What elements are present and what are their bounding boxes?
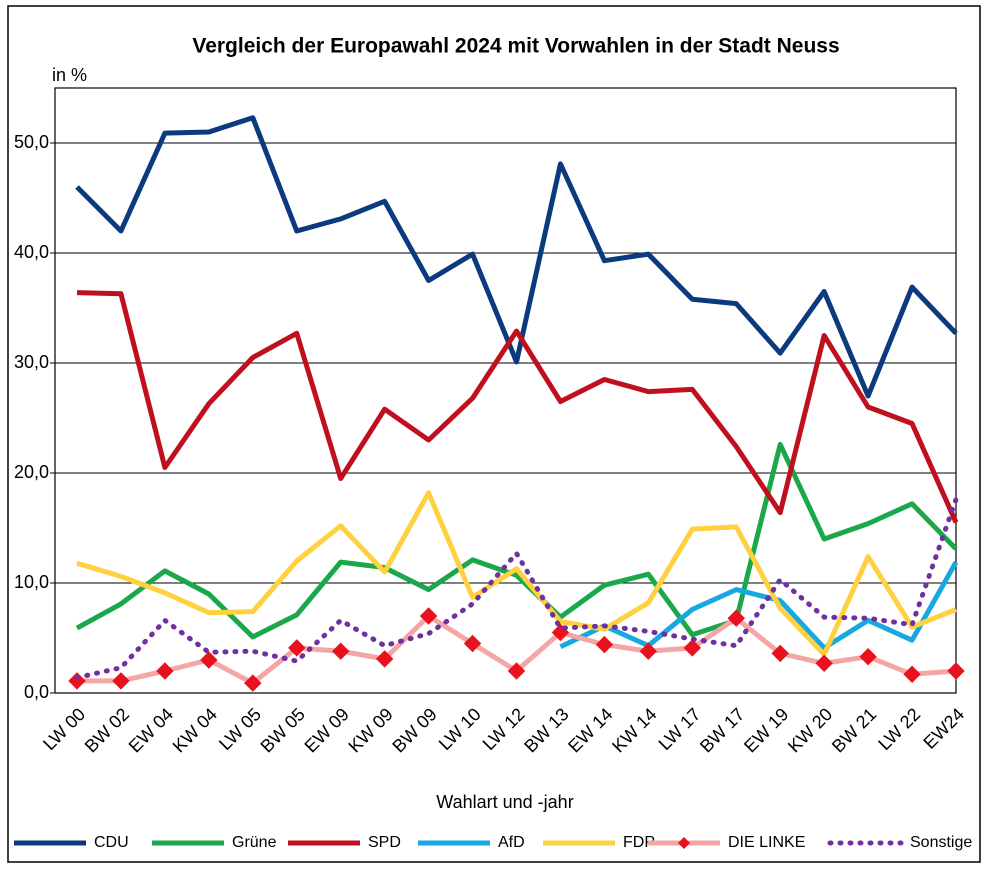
lines [68,115,965,692]
point-marker [375,650,394,668]
series-line [76,290,959,524]
point-marker [288,639,306,657]
legend-label: DIE LINKE [728,834,805,851]
point-marker [112,672,130,690]
y-unit-label: in % [52,65,87,85]
point-marker [859,647,877,666]
point-marker [200,651,218,669]
point-marker [68,672,86,690]
frame [7,5,981,863]
legend-label: SPD [368,834,401,851]
series-line [559,560,959,651]
point-marker [815,654,833,673]
point-marker [463,634,482,653]
point-marker [507,662,526,680]
y-tick-label: 50,0 [14,132,49,152]
series-line [76,490,957,657]
y-tick-label: 40,0 [14,242,49,262]
point-marker [771,644,789,663]
y-tick-label: 0,0 [24,682,49,702]
point-marker [244,674,262,692]
legend-label: Grüne [232,834,277,851]
point-marker [727,609,745,627]
y-tick-label: 30,0 [14,352,49,372]
legend-label: CDU [94,834,129,851]
point-marker [639,642,658,660]
series-line [75,115,958,399]
point-marker [595,635,614,654]
point-marker [903,665,921,684]
legend-label: AfD [498,834,525,851]
legend: CDU Grüne SPD AfD FDP DIE LINKE Sonstige [14,834,972,851]
legend-label: FDP [623,834,655,851]
y-tick-label: 10,0 [14,572,49,592]
y-tick-label: 20,0 [14,462,49,482]
series-line [75,441,958,640]
legend-label: Sonstige [910,834,972,851]
point-marker [331,642,350,660]
x-axis-label: Wahlart und -jahr [436,792,573,812]
plot-border [54,87,957,694]
chart-title: Vergleich der Europawahl 2024 mit Vorwah… [192,35,839,58]
point-marker [947,662,965,680]
point-marker [156,662,174,680]
point-marker [419,607,438,625]
series-line [74,496,959,681]
legend-marker [678,837,690,849]
point-marker [683,639,702,657]
